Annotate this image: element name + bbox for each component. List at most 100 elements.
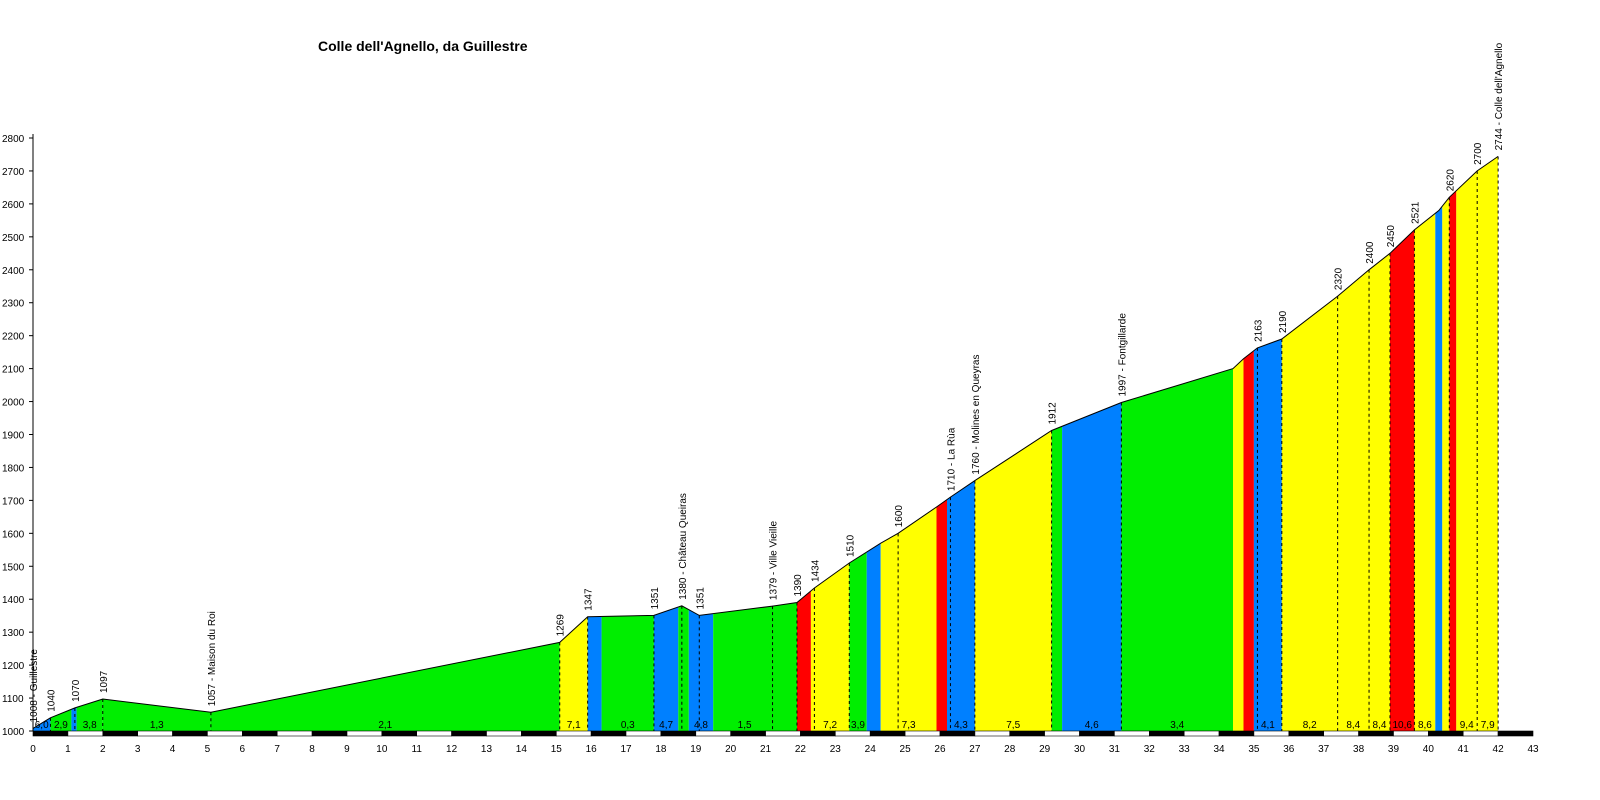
grade-segment [1051, 426, 1063, 731]
waypoint-markers [49, 156, 1499, 731]
grade-label: 7,1 [567, 720, 581, 731]
waypoint-label: 1008 - Guillestre [29, 649, 40, 723]
x-tick-label: 24 [865, 744, 877, 755]
x-tick-label: 11 [412, 744, 423, 755]
grade-segment [947, 480, 975, 731]
grade-label: 4,1 [1261, 720, 1275, 731]
x-tick-label: 3 [135, 744, 141, 755]
km-scale-segment [1462, 730, 1499, 737]
waypoint-label: 2450 [1386, 225, 1397, 248]
profile-outline [32, 155, 1499, 729]
y-tick-label: 1900 [2, 431, 25, 442]
x-tick-label: 1 [65, 744, 71, 755]
x-tick-label: 5 [205, 744, 211, 755]
waypoint-label: 2320 [1334, 267, 1345, 290]
km-scale-segment [834, 730, 871, 737]
km-scale-segment [381, 730, 417, 737]
grade-label: 0,3 [621, 720, 635, 731]
grade-label: 3,4 [1170, 720, 1184, 731]
axes: 1000110012001300140015001600170018001900… [2, 134, 1539, 755]
y-tick-label: 1300 [2, 628, 25, 639]
grade-segment [1253, 339, 1282, 731]
waypoint-label: 1351 [695, 587, 706, 610]
waypoint-label: 1710 - La Rùa [946, 427, 957, 491]
grade-segment [1390, 229, 1415, 731]
x-tick-label: 41 [1458, 744, 1470, 755]
grade-segment [1062, 402, 1122, 731]
grade-segment [559, 616, 588, 731]
waypoint-label: 2700 [1473, 142, 1484, 165]
waypoint-label: 1351 [650, 587, 661, 610]
y-tick-label: 2300 [2, 299, 25, 310]
km-scale-segment [1393, 730, 1429, 737]
grade-label: 4,8 [694, 720, 708, 731]
km-scale-segment [904, 730, 941, 737]
x-tick-label: 35 [1248, 744, 1260, 755]
km-scale-segment [765, 730, 801, 737]
x-tick-label: 8 [309, 744, 315, 755]
grade-labels: 6,0 2,9 3,8 1,3 2,1 7,1 0,3 4,7 4,8 1,5 7,2 3,9 7,3 4… [35, 720, 1495, 731]
waypoint-label: 1434 [810, 559, 821, 582]
y-tick-label: 1600 [2, 529, 25, 540]
chart-title: Colle dell'Agnello, da Guillestre [318, 38, 528, 54]
grade-label: 6,0 [35, 720, 49, 731]
waypoint-label: 1760 - Molines en Queyras [971, 355, 982, 475]
waypoint-label: 1070 [71, 679, 82, 702]
km-scale-segment [1114, 730, 1150, 737]
x-tick-label: 38 [1353, 744, 1365, 755]
waypoint-label: 1057 - Maison du Roi [207, 611, 218, 706]
grade-segment [1414, 213, 1436, 732]
grade-segment [713, 605, 776, 731]
grade-segment [33, 717, 51, 731]
km-scale-segment [800, 730, 836, 737]
waypoint-label: 1390 [793, 574, 804, 597]
km-scale-segment [207, 730, 243, 737]
km-scale-segment [730, 730, 766, 737]
waypoint-label: 2620 [1445, 169, 1456, 192]
km-scale-segment [1288, 730, 1325, 737]
grade-segment [1243, 350, 1254, 731]
y-tick-label: 2500 [2, 233, 25, 244]
grade-segment [880, 507, 937, 731]
x-tick-label: 26 [934, 744, 946, 755]
km-scale-segment [1183, 730, 1220, 737]
km-scale-segment [1253, 730, 1290, 737]
waypoint-label: 1380 - Château Queiras [678, 493, 689, 600]
km-scale-segment [1079, 730, 1115, 737]
x-tick-label: 33 [1179, 744, 1191, 755]
grade-label: 3,8 [83, 720, 97, 731]
grade-segment [974, 430, 1052, 731]
grade-label: 4,6 [1085, 720, 1099, 731]
x-tick-label: 7 [274, 744, 280, 755]
grade-label: 9,4 [1460, 720, 1474, 731]
km-scale-segment [451, 730, 487, 737]
km-scale-segment [869, 730, 906, 737]
grade-label: 7,2 [823, 720, 837, 731]
grade-label: 4,3 [954, 720, 968, 731]
x-tick-label: 2 [100, 744, 106, 755]
km-scale-segment [695, 730, 731, 737]
grade-segment [50, 709, 72, 731]
x-tick-label: 31 [1109, 744, 1121, 755]
grade-segment [810, 563, 850, 731]
y-tick-label: 1400 [2, 595, 25, 606]
y-tick-label: 1800 [2, 463, 25, 474]
km-scale-segment [137, 730, 173, 737]
grade-label: 10,6 [1392, 720, 1412, 731]
y-tick-label: 2200 [2, 332, 25, 343]
waypoint-label: 2744 - Colle dell'Agnello [1494, 42, 1505, 150]
km-scale-segment [102, 730, 139, 737]
waypoint-label: 1379 - Ville Vieille [769, 521, 780, 601]
waypoint-label: 1347 [584, 588, 595, 611]
km-scale-segment [311, 730, 348, 737]
grade-label: 1,3 [150, 720, 164, 731]
waypoint-label: 1510 [845, 534, 856, 557]
km-scale-segment [521, 730, 557, 737]
y-tick-label: 1100 [2, 694, 24, 705]
x-tick-label: 39 [1388, 744, 1400, 755]
km-scale-segment [486, 730, 522, 737]
x-tick-label: 30 [1074, 744, 1086, 755]
x-tick-label: 6 [240, 744, 246, 755]
x-tick-label: 19 [690, 744, 702, 755]
y-tick-label: 1200 [2, 661, 25, 672]
